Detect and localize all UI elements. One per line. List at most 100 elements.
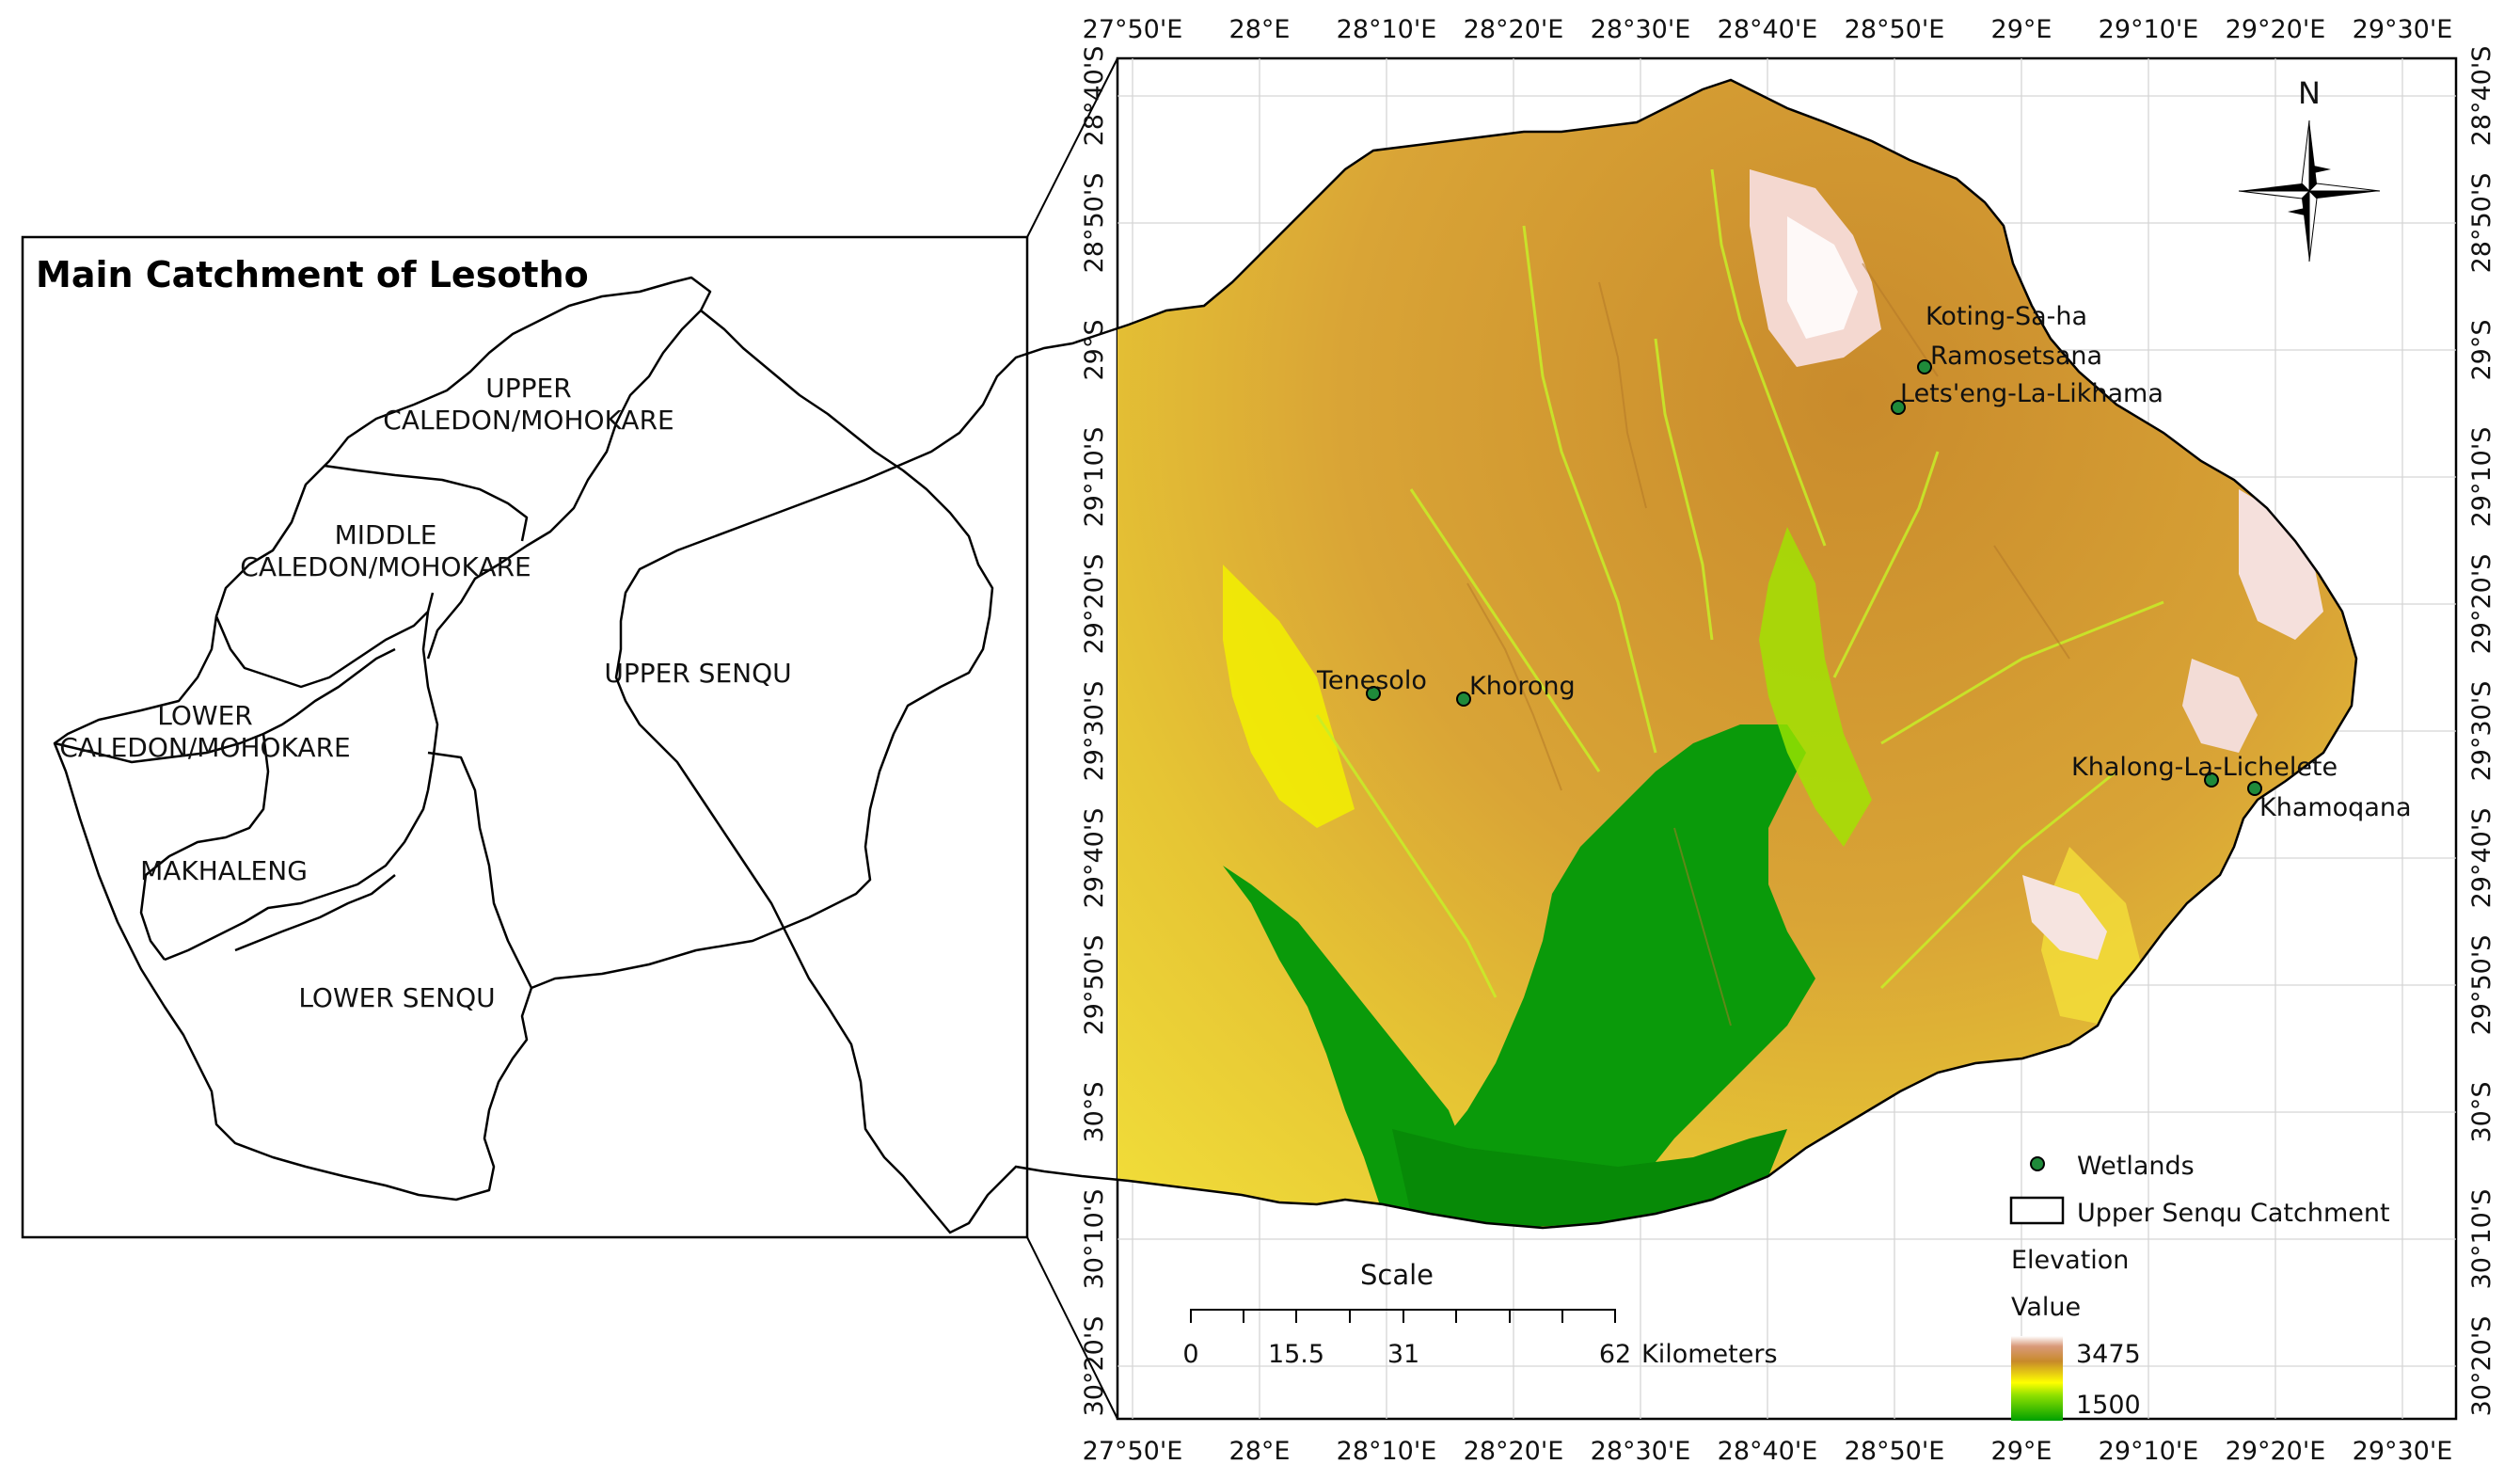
legend: Wetlands Upper Senqu Catchment Elevation… [2009, 1152, 2390, 1421]
region-label-lower-senqu: LOWER SENQU [298, 982, 495, 1013]
ridge-texture [1466, 263, 2070, 1026]
top-lon-label: 28°10'E [1337, 15, 1437, 44]
east-peak-high [2239, 489, 2323, 640]
legend-elevation-title: Elevation [2011, 1246, 2129, 1275]
mid-green-band [1759, 527, 1872, 847]
north-arrow-icon: N [2238, 75, 2381, 263]
wetland-label: Ramosetsana [1930, 342, 2102, 371]
boundary-middle-caledon-east [421, 611, 439, 791]
bottom-lon-label: 28°E [1229, 1437, 1291, 1466]
wetland-marker [1891, 400, 1906, 415]
right-lat-label: 30°S [2467, 1082, 2496, 1143]
legend-wetland-marker [2030, 1156, 2045, 1171]
top-lon-label: 28°50'E [1845, 15, 1945, 44]
wetland-label: Lets'eng-La-Likhama [1900, 379, 2163, 408]
right-latitude-labels: 28°40'S 28°50'S 29°S 29°10'S 29°20'S 29°30'S 2… [2467, 46, 2496, 1417]
wetland-koting-sa-ha: Koting-Sa-ha [1926, 302, 2087, 331]
wetland-label: Khalong-La-Lichelete [2071, 753, 2338, 782]
legend-wetlands-label: Wetlands [2077, 1152, 2195, 1181]
wetland-khalong-la-lichelete: Khalong-La-Lichelete [2071, 753, 2338, 788]
legend-elevation-max: 3475 [2076, 1340, 2141, 1369]
top-lon-label: 29°10'E [2099, 15, 2199, 44]
bottom-lon-label: 28°30'E [1591, 1437, 1691, 1466]
top-lon-label: 28°E [1229, 15, 1291, 44]
left-lat-label: 30°20'S [1080, 1316, 1109, 1417]
top-lon-label: 29°20'E [2226, 15, 2326, 44]
legend-elevation-min: 1500 [2076, 1391, 2141, 1420]
region-label-middle-caledon: MIDDLE CALEDON/MOHOKARE [240, 519, 531, 582]
wetland-khorong: Khorong [1456, 672, 1576, 707]
wetland-marker [1917, 359, 1932, 374]
right-lat-label: 29°20'S [2467, 554, 2496, 655]
inset-panel: Main Catchment of Lesotho UPPER CALEDON/M… [21, 235, 1029, 1239]
top-lon-label: 29°E [1991, 15, 2052, 44]
legend-elevation-ramp [2011, 1336, 2063, 1421]
right-lat-label: 28°40'S [2467, 46, 2496, 147]
wetland-marker [1366, 686, 1381, 701]
lesotho-catchment-boundaries [53, 276, 994, 1202]
right-lat-label: 30°10'S [2467, 1189, 2496, 1290]
wetland-label: Tenesolo [1316, 666, 1427, 695]
bottom-lon-label: 28°50'E [1845, 1437, 1945, 1466]
western-valley-low [1223, 866, 1467, 1214]
left-lat-label: 28°40'S [1080, 46, 1109, 147]
region-label-lower-caledon: LOWER CALEDON/MOHOKARE [59, 700, 350, 763]
boundary-lower-caledon [54, 647, 396, 764]
boundary-lower-senqu [234, 874, 396, 952]
mid-yellow-west [1223, 565, 1355, 828]
bottom-lon-label: 29°E [1991, 1437, 2052, 1466]
bottom-longitude-labels: 27°50'E 28°E 28°10'E 28°20'E 28°30'E 28°40'E 2… [1083, 1437, 2453, 1466]
right-lat-label: 28°50'S [2467, 173, 2496, 274]
wetland-tenesolo: Tenesolo [1316, 666, 1427, 701]
boundary-upper-caledon-south [324, 464, 529, 542]
left-lat-label: 28°50'S [1080, 173, 1109, 274]
left-lat-label: 29°S [1080, 320, 1109, 381]
top-longitude-labels: 27°50'E 28°E 28°10'E 28°20'E 28°30'E 28°40'E 2… [1083, 15, 2453, 44]
left-lat-label: 29°50'S [1080, 935, 1109, 1036]
lesotho-outline [53, 276, 994, 1202]
top-lon-label: 28°30'E [1591, 15, 1691, 44]
bottom-lon-label: 28°10'E [1337, 1437, 1437, 1466]
right-lat-label: 29°10'S [2467, 427, 2496, 528]
left-lat-label: 29°10'S [1080, 427, 1109, 528]
scale-tick-31: 31 [1387, 1340, 1419, 1369]
senqu-valley-low [1392, 724, 1815, 1228]
inset-frame [21, 235, 1029, 1239]
scale-tick-62: 62 [1599, 1340, 1631, 1369]
left-lat-label: 30°10'S [1080, 1189, 1109, 1290]
scale-tick-0: 0 [1182, 1340, 1198, 1369]
wetland-marker [2247, 781, 2262, 796]
left-lat-label: 29°40'S [1080, 808, 1109, 909]
top-lon-label: 27°50'E [1083, 15, 1183, 44]
wetland-marker [2204, 772, 2219, 788]
legend-value-title: Value [2011, 1293, 2081, 1322]
right-lat-label: 29°30'S [2467, 681, 2496, 782]
south-basin-low [1392, 1129, 1787, 1228]
north-peak-white [1787, 216, 1858, 339]
right-lat-label: 30°20'S [2467, 1316, 2496, 1417]
wetland-letseng-la-likhama: Lets'eng-La-Likhama [1891, 379, 2163, 415]
wetland-khamoqana: Khamoqana [2247, 781, 2412, 822]
scale-title: Scale [1360, 1259, 1434, 1291]
legend-catchment-swatch [2009, 1196, 2065, 1225]
top-lon-label: 29°30'E [2353, 15, 2453, 44]
boundary-upper-caledon [426, 310, 702, 660]
wetland-points: Koting-Sa-ha Ramosetsana Lets'eng-La-Lik… [1316, 302, 2412, 822]
bottom-lon-label: 29°30'E [2353, 1437, 2453, 1466]
boundary-makhaleng-north [139, 733, 270, 961]
right-lat-label: 29°50'S [2467, 935, 2496, 1036]
boundary-makhaleng-south [164, 789, 430, 962]
wetland-marker [1456, 692, 1471, 707]
inset-title: Main Catchment of Lesotho [36, 254, 589, 295]
southeast-peak-high [2182, 659, 2258, 753]
left-lat-label: 30°S [1080, 1082, 1109, 1143]
left-latitude-labels: 28°40'S 28°50'S 29°S 29°10'S 29°20'S 29°30'S 2… [1080, 46, 1109, 1417]
bottom-lon-label: 29°10'E [2099, 1437, 2199, 1466]
top-lon-label: 28°20'E [1464, 15, 1564, 44]
north-label: N [2298, 75, 2321, 111]
wetland-ramosetsana: Ramosetsana [1917, 342, 2102, 374]
legend-catchment-label: Upper Senqu Catchment [2077, 1199, 2390, 1228]
scale-tick-15-5: 15.5 [1268, 1340, 1324, 1369]
top-lon-label: 28°40'E [1718, 15, 1818, 44]
